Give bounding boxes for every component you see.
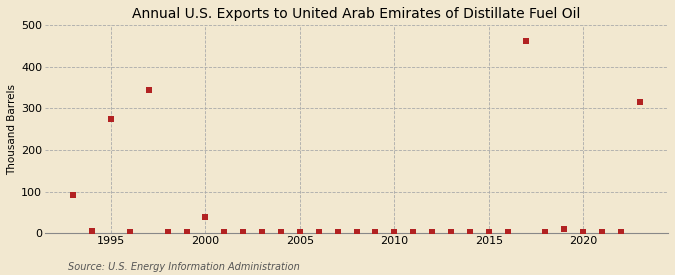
Point (68, 193, 79, 197)
Point (351, 229, 362, 234)
Point (313, 230, 324, 234)
Point (427, 230, 437, 234)
Point (634, 100, 645, 104)
Point (408, 230, 418, 235)
Point (162, 230, 173, 234)
Point (181, 230, 192, 235)
Title: Annual U.S. Exports to United Arab Emirates of Distillate Fuel Oil: Annual U.S. Exports to United Arab Emira… (132, 7, 580, 21)
Point (370, 230, 381, 234)
Point (540, 229, 551, 234)
Point (238, 230, 248, 234)
Point (616, 229, 626, 234)
Point (483, 230, 494, 235)
Text: Source: U.S. Energy Information Administration: Source: U.S. Energy Information Administ… (68, 262, 299, 272)
Point (294, 230, 305, 234)
Point (144, 88, 155, 92)
Point (332, 230, 343, 235)
Point (446, 230, 456, 235)
Point (87, 229, 98, 233)
Point (106, 117, 117, 121)
Point (597, 229, 608, 234)
Point (200, 215, 211, 220)
Y-axis label: Thousand Barrels: Thousand Barrels (7, 84, 17, 175)
Point (389, 230, 400, 234)
Point (559, 227, 570, 231)
Point (125, 229, 136, 234)
Point (502, 230, 513, 234)
Point (256, 230, 267, 234)
Point (521, 39, 532, 43)
Point (275, 229, 286, 234)
Point (219, 230, 230, 235)
Point (464, 230, 475, 234)
Point (578, 230, 589, 234)
